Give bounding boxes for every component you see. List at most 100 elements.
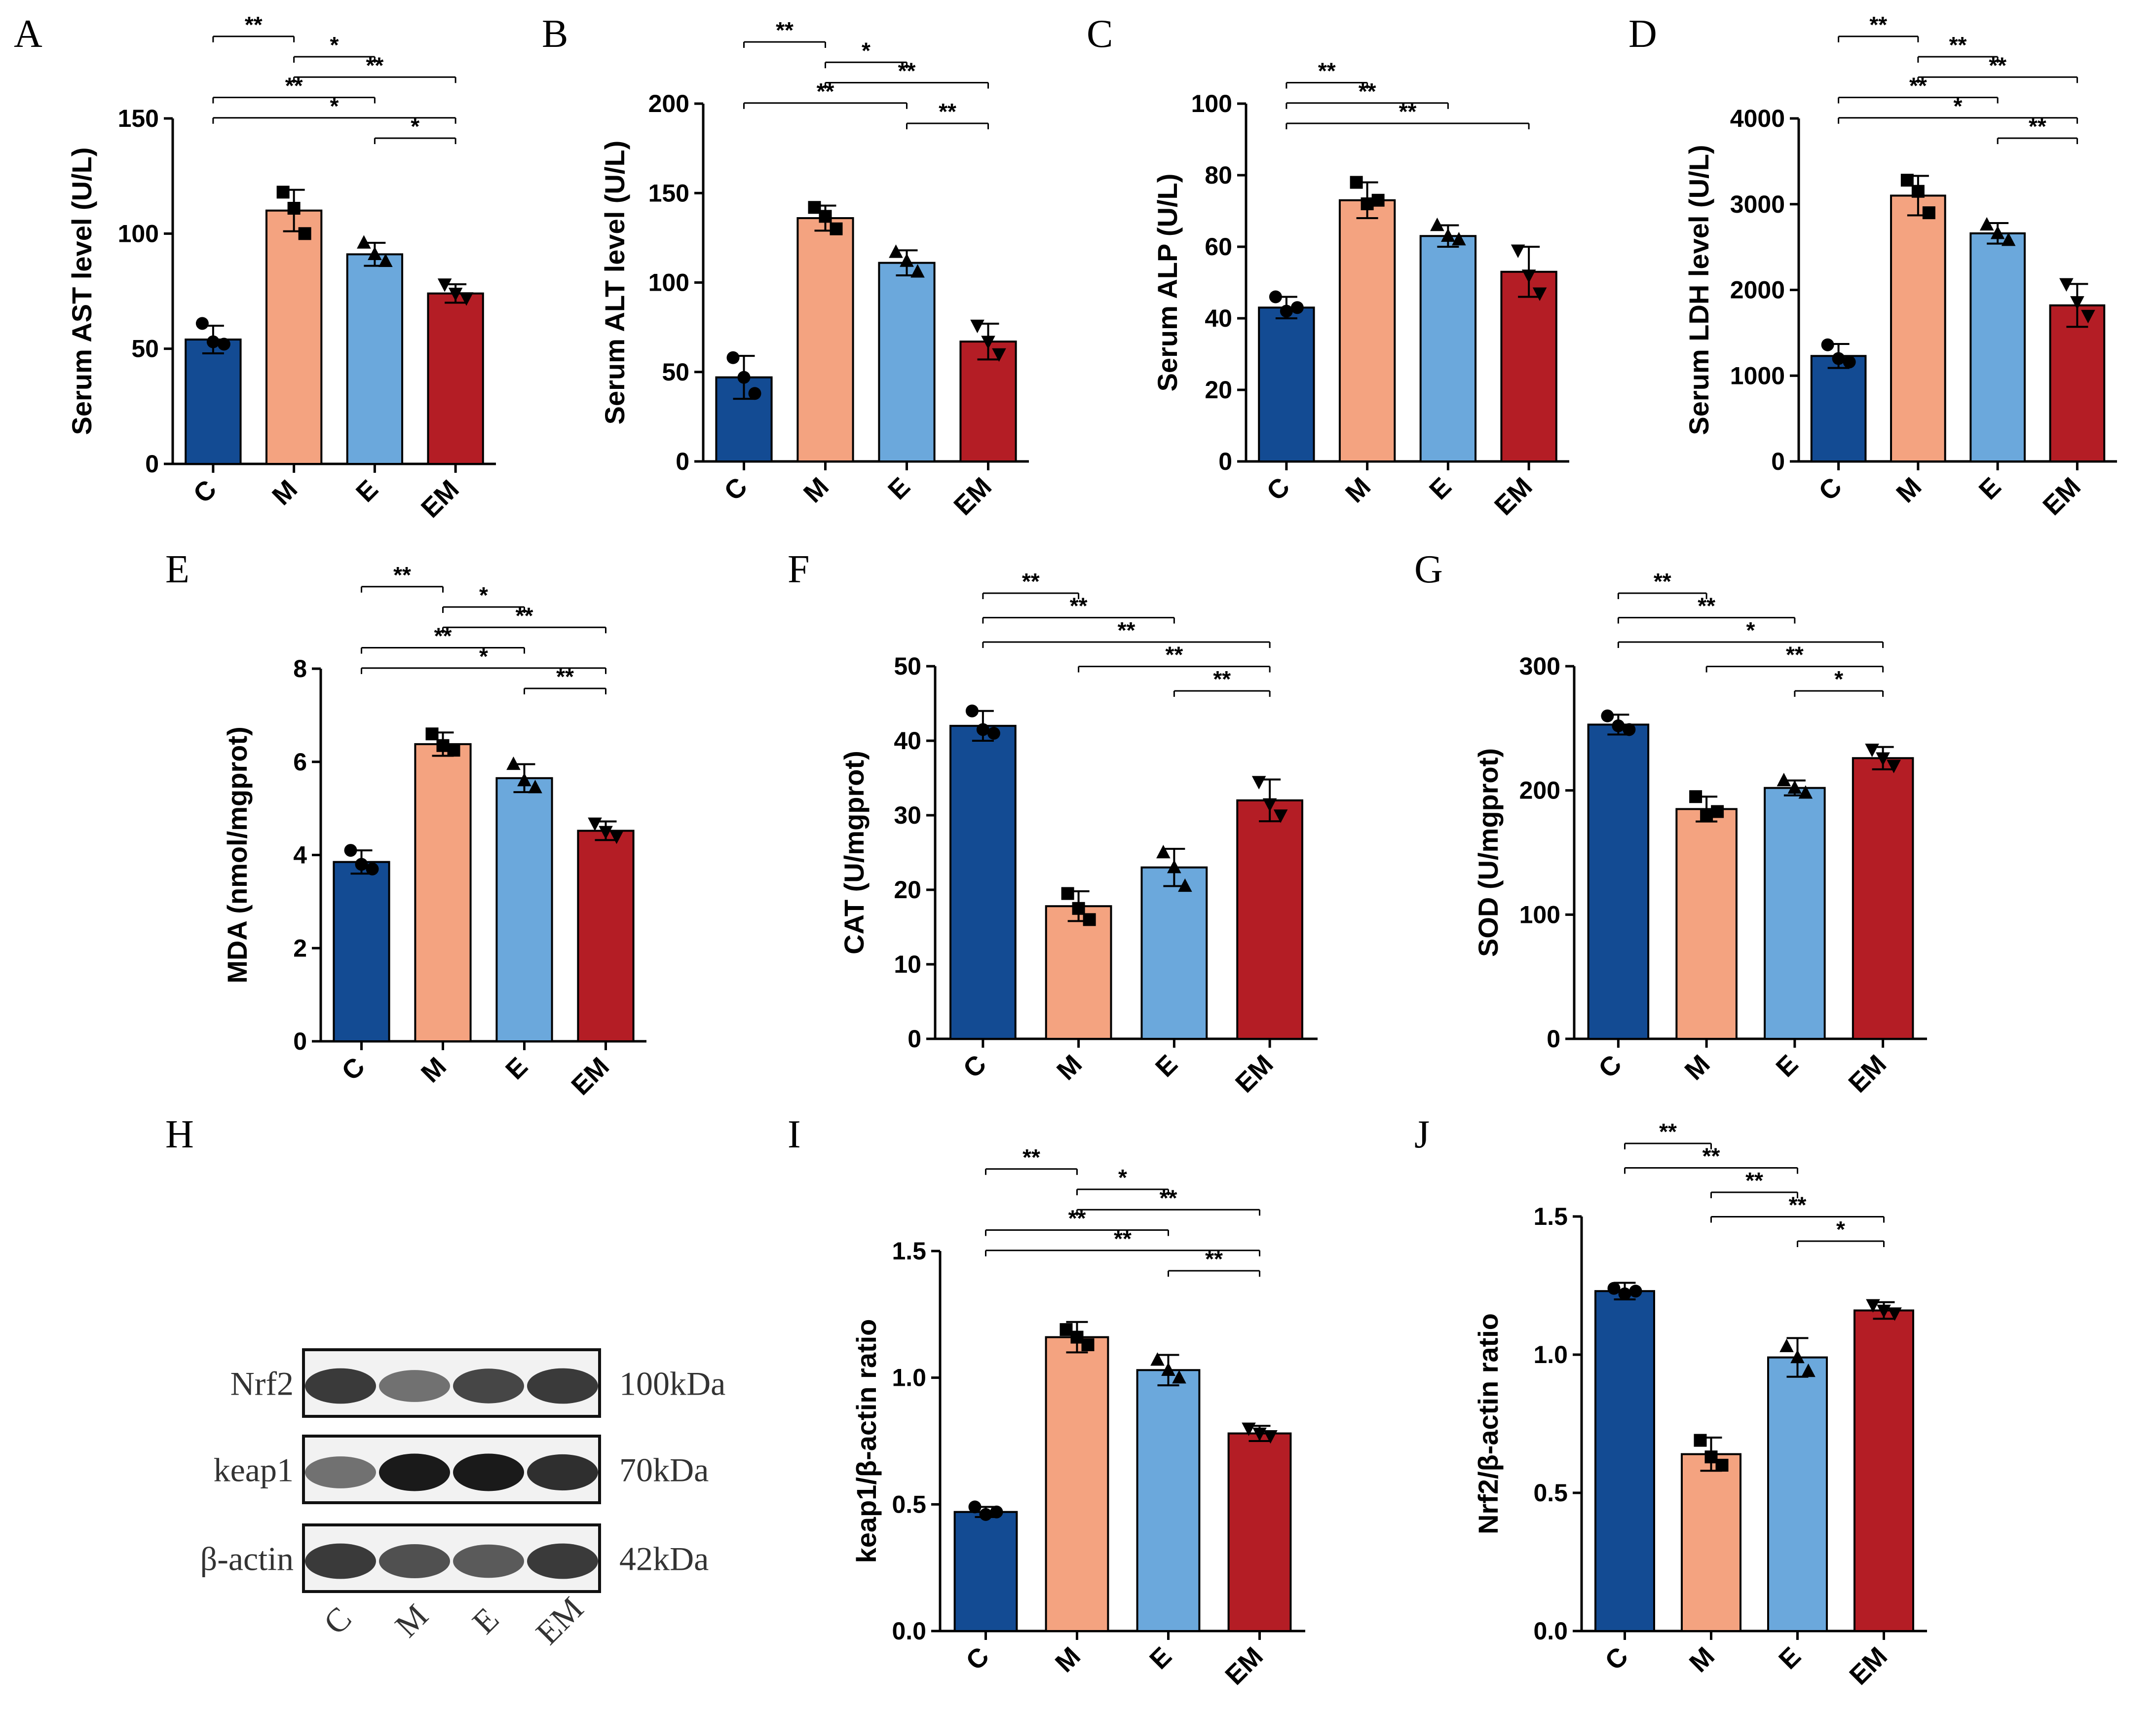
data-point <box>987 726 1000 740</box>
significance-label: ** <box>1786 642 1804 668</box>
y-tick-label: 20 <box>894 876 921 904</box>
data-point <box>1887 760 1901 773</box>
data-point <box>437 278 452 292</box>
data-point <box>1532 287 1547 301</box>
panel-label: F <box>788 548 810 591</box>
data-point <box>436 739 450 752</box>
data-point <box>1371 193 1385 207</box>
data-point <box>830 222 843 235</box>
chart-f: F 0 10 20 30 40 50 CAT (U/mgprot) C M E EM ** ** ** ** *… <box>788 548 1318 1099</box>
data-point <box>1430 217 1444 231</box>
data-point <box>1900 174 1914 187</box>
significance-label: ** <box>1213 666 1231 692</box>
blot-lane-label: C <box>316 1599 359 1642</box>
blot-size-label: 70kDa <box>619 1451 709 1489</box>
data-point <box>1441 228 1455 242</box>
blot-lane-label: EM <box>529 1590 591 1652</box>
data-point <box>808 201 821 214</box>
bar-em <box>577 830 635 1043</box>
x-tick-label: C <box>188 474 222 509</box>
data-point <box>1607 1282 1621 1295</box>
y-tick-label: 0.5 <box>892 1490 926 1518</box>
data-point <box>965 704 979 718</box>
bar-c <box>949 724 1017 1040</box>
significance-label: ** <box>1909 73 1927 99</box>
y-tick-label: 150 <box>118 105 159 132</box>
data-point <box>1704 1450 1718 1464</box>
data-point <box>344 844 357 857</box>
y-tick-label: 40 <box>1205 304 1232 332</box>
significance-label: ** <box>1702 1143 1720 1169</box>
panel-label: I <box>788 1113 801 1156</box>
panel-label: H <box>165 1113 194 1156</box>
significance-label: ** <box>1949 32 1967 58</box>
bar-e <box>1140 866 1208 1040</box>
y-axis-label: SOD (U/mgprot) <box>1473 748 1504 957</box>
bar-c <box>1587 723 1650 1040</box>
panel-label: J <box>1414 1113 1430 1156</box>
data-point <box>1601 709 1614 722</box>
data-point <box>1700 809 1713 822</box>
bar-em <box>959 341 1017 462</box>
data-point <box>1262 798 1277 812</box>
y-tick-label: 1.0 <box>892 1364 926 1392</box>
y-axis-label: Serum LDH level (U/L) <box>1683 145 1714 435</box>
significance-label: ** <box>1359 78 1376 104</box>
data-point <box>459 292 474 306</box>
y-tick-label: 0.0 <box>1533 1617 1568 1645</box>
data-point <box>366 862 379 875</box>
data-point <box>1843 355 1856 369</box>
data-point <box>1876 752 1890 766</box>
y-tick-label: 50 <box>894 652 921 680</box>
data-point <box>368 246 382 261</box>
data-point <box>976 723 989 736</box>
y-tick-label: 2000 <box>1730 276 1785 304</box>
bar-m <box>1890 194 1946 462</box>
x-tick-label: M <box>1340 472 1376 508</box>
significance-label: * <box>1118 1165 1127 1190</box>
significance-label: * <box>330 32 339 58</box>
chart-b: B 0 50 100 150 200 Serum ALT level (U/L) C M E EM *… <box>542 12 1029 521</box>
bar-c <box>333 861 390 1042</box>
bar-e <box>1419 235 1477 462</box>
y-tick-label: 0.0 <box>892 1617 926 1645</box>
blot-size-label: 42kDa <box>619 1540 709 1578</box>
blot-band <box>527 1454 598 1491</box>
x-tick-label: EM <box>1489 472 1538 521</box>
data-point <box>1511 244 1525 258</box>
data-point <box>819 210 832 223</box>
x-tick-label: EM <box>1219 1641 1269 1691</box>
x-tick-label: E <box>1150 1049 1183 1083</box>
data-point <box>1715 1459 1729 1472</box>
y-tick-label: 0 <box>908 1025 921 1053</box>
data-point <box>1779 1338 1794 1352</box>
y-tick-label: 100 <box>1519 901 1560 928</box>
significance-label: ** <box>1114 1226 1132 1252</box>
data-point <box>1787 780 1802 794</box>
significance-label: * <box>330 93 339 119</box>
significance-label: ** <box>1659 1119 1677 1144</box>
y-tick-label: 8 <box>293 655 307 683</box>
bar-m <box>796 217 854 462</box>
y-tick-label: 50 <box>131 335 159 363</box>
y-tick-label: 1.5 <box>1533 1203 1568 1230</box>
blot-band <box>379 1453 450 1491</box>
data-point <box>1618 1287 1631 1300</box>
data-point <box>1798 785 1813 799</box>
x-tick-label: E <box>1773 1641 1807 1675</box>
bar-e <box>1767 1356 1828 1633</box>
data-point <box>1072 902 1085 915</box>
y-tick-label: 50 <box>662 358 689 386</box>
bar-m <box>1675 808 1738 1040</box>
data-point <box>1711 805 1724 818</box>
y-tick-label: 10 <box>894 950 921 978</box>
bar-m <box>414 743 472 1042</box>
data-point <box>1290 301 1304 314</box>
data-point <box>298 227 311 240</box>
data-point <box>889 244 903 258</box>
bar-em <box>1853 1309 1914 1632</box>
data-point <box>1273 809 1288 823</box>
data-point <box>910 264 925 278</box>
y-tick-label: 200 <box>1519 777 1560 804</box>
